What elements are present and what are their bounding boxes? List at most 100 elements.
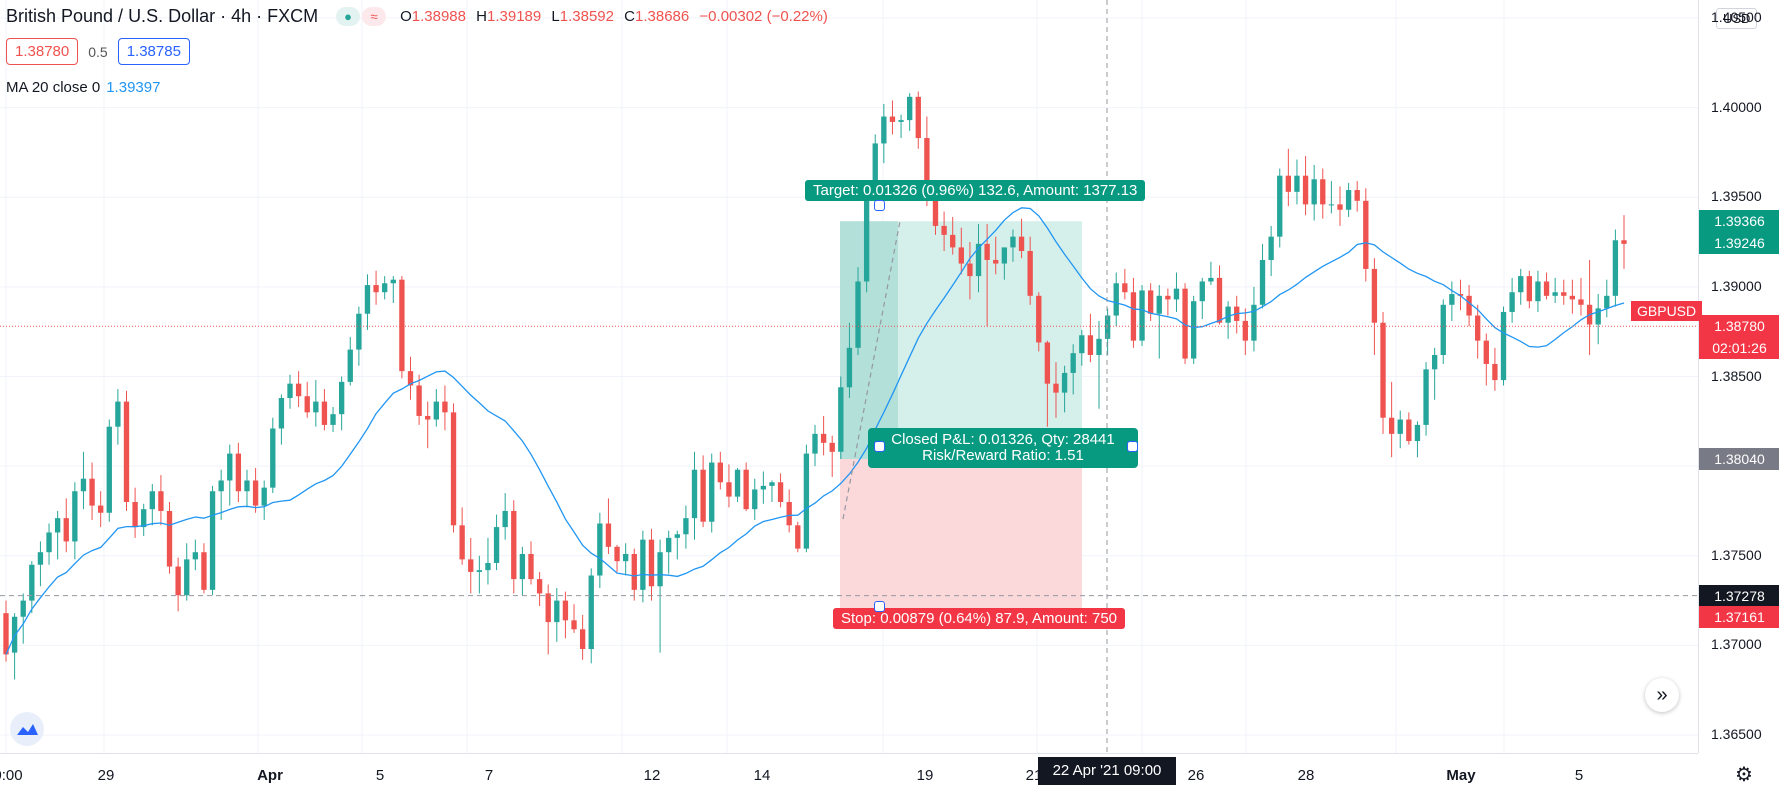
candle-body	[1259, 259, 1266, 305]
time-axis-label: 26	[1187, 767, 1205, 784]
candle-body	[132, 502, 138, 528]
time-axis-label: 0:00	[0, 767, 23, 784]
candle-body	[270, 428, 276, 488]
ma-value: 1.39397	[106, 79, 161, 96]
candle-body	[1208, 277, 1214, 282]
candle-body	[1001, 247, 1008, 264]
settings-gear-icon[interactable]: ⚙	[1735, 764, 1753, 786]
target-handle[interactable]	[874, 200, 885, 211]
currency-selector[interactable]: USD	[1716, 8, 1758, 29]
candle-body	[597, 523, 603, 576]
candle-body	[364, 285, 371, 314]
candle-body	[192, 552, 199, 560]
candle-body	[1053, 383, 1059, 393]
candle-body	[1113, 283, 1119, 316]
candle-body	[304, 396, 310, 413]
market-status-pill[interactable]: ● ≈	[336, 7, 387, 26]
ma20-line	[5, 207, 1625, 655]
candle-body	[1191, 301, 1197, 359]
market-open-icon: ●	[336, 7, 361, 26]
candle-body	[536, 579, 543, 594]
candle-body	[89, 478, 95, 506]
candle-body	[80, 478, 87, 492]
high-label: H	[476, 8, 488, 25]
candle-body	[1414, 424, 1421, 442]
scroll-to-realtime-button[interactable]: »	[1645, 678, 1679, 712]
candle-body	[907, 96, 913, 121]
time-axis[interactable]: 22 Apr '21 09:00 0:00 29 Apr 5 7 12 14 19 21 26 28…	[0, 753, 1698, 798]
candle-body	[1475, 315, 1481, 341]
buy-button[interactable]: 1.38785	[117, 38, 190, 65]
candle-body	[1509, 292, 1515, 312]
candle-body	[175, 566, 181, 596]
candle-body	[1087, 335, 1094, 355]
closed-pnl-label[interactable]: Closed P&L: 0.01326, Qty: 28441 Risk/Rew…	[868, 428, 1138, 468]
time-axis-label: 28	[1297, 767, 1315, 784]
candle-body	[1423, 369, 1429, 425]
price-axis-label: 1.37500	[1711, 546, 1762, 563]
candle-body	[1526, 276, 1532, 302]
spread-value: 0.5	[88, 43, 108, 60]
price-axis-label: 1.36500	[1711, 726, 1762, 743]
candle-body	[54, 518, 61, 533]
candle-body	[166, 510, 173, 567]
candle-body	[605, 523, 612, 547]
candle-body	[313, 401, 319, 413]
sell-button[interactable]: 1.38780	[6, 38, 79, 65]
candle-body	[1328, 204, 1335, 206]
candle-body	[898, 120, 904, 122]
candle-body	[1122, 283, 1128, 293]
candle-body	[777, 482, 784, 502]
candlestick-chart[interactable]	[0, 0, 1698, 753]
candle-body	[476, 570, 483, 572]
candle-body	[158, 491, 164, 511]
stop-label[interactable]: Stop: 0.00879 (0.64%) 87.9, Amount: 750	[833, 608, 1126, 629]
candle-body	[889, 116, 896, 122]
candle-body	[726, 482, 732, 497]
candle-body	[691, 469, 698, 519]
candle-body	[1044, 342, 1051, 384]
candle-body	[1612, 240, 1619, 296]
high-value: 1.39189	[487, 8, 542, 25]
stop-handle[interactable]	[874, 601, 885, 612]
ohlc-values: O1.38988 H1.39189 L1.38592 C1.38686 −0.0…	[400, 8, 828, 25]
price-axis-label: 1.38500	[1711, 367, 1762, 384]
chart-pane[interactable]: British Pound / U.S. Dollar · 4h · FXCM …	[0, 0, 1698, 753]
candle-body	[545, 593, 551, 623]
candle-body	[1535, 281, 1541, 302]
candle-body	[149, 491, 155, 510]
candle-body	[1621, 240, 1627, 244]
candle-body	[863, 193, 870, 282]
tradingview-logo-icon[interactable]	[10, 712, 44, 746]
candle-body	[743, 469, 749, 510]
candle-body	[356, 313, 362, 350]
risk-reward-text: Risk/Reward Ratio: 1.51	[922, 447, 1084, 464]
entry-handle-right[interactable]	[1127, 441, 1138, 452]
target-label[interactable]: Target: 0.01326 (0.96%) 132.6, Amount: 1…	[805, 180, 1146, 201]
candle-body	[1061, 372, 1068, 393]
candle-body	[1320, 179, 1326, 205]
ma-indicator-legend[interactable]: MA 20 close 0 1.39397	[6, 79, 160, 96]
candle-body	[72, 491, 78, 542]
candle-body	[1147, 290, 1154, 314]
candle-body	[468, 559, 474, 572]
candle-body	[950, 234, 956, 248]
candle-body	[769, 482, 775, 486]
price-axis[interactable]: USD 1.40500 1.40000 1.39500 1.39000 1.38500 1…	[1698, 0, 1779, 753]
candle-body	[1561, 292, 1567, 296]
candle-body	[1492, 363, 1498, 381]
candle-body	[382, 283, 388, 293]
candle-body	[1457, 294, 1464, 296]
candle-body	[1543, 281, 1550, 296]
candle-body	[683, 518, 689, 535]
candle-body	[554, 600, 560, 623]
candle-body	[287, 383, 293, 399]
entry-handle-left[interactable]	[874, 441, 885, 452]
time-axis-label: 5	[1574, 767, 1584, 784]
symbol-title[interactable]: British Pound / U.S. Dollar · 4h · FXCM	[6, 6, 319, 26]
candle-body	[1104, 315, 1111, 339]
candle-body	[872, 143, 878, 194]
candle-body	[838, 387, 844, 452]
open-label: O	[400, 8, 412, 25]
candle-body	[795, 525, 801, 549]
